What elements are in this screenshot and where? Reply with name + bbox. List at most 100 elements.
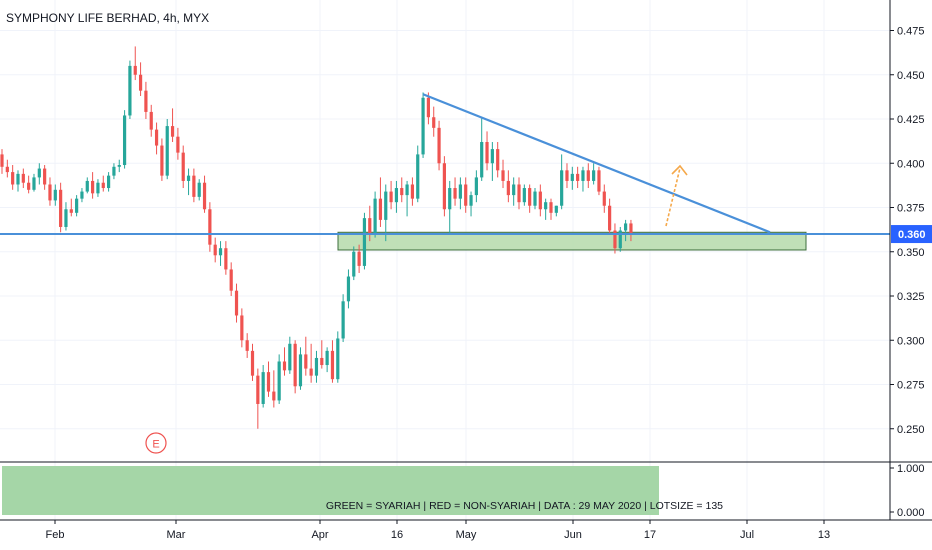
candle-body [128,65,132,116]
candle-body [570,173,574,181]
last-price-tag [891,225,932,244]
candle-body [69,209,73,213]
candle-body [474,177,478,196]
candle-body [122,115,127,166]
candle-body [448,188,452,210]
candle-body [59,189,63,227]
candle-body [80,191,84,199]
candle-body [480,142,484,178]
x-tick-label: 17 [644,529,656,541]
y-tick-label: 0.325 [897,291,925,303]
candle-body [490,149,494,164]
candle-body [592,170,596,181]
candle-body [208,209,212,245]
candle-body [506,180,510,196]
candle-body [288,343,292,371]
candle-body [144,90,148,112]
candle-body [165,126,169,176]
candle-body [277,361,281,401]
candle-body [336,338,340,380]
candle-body [517,184,521,203]
candle-body [149,111,153,130]
candle-body [96,182,100,194]
candle-body [298,354,303,387]
y-tick-label: 0.350 [897,247,925,259]
candle-body [394,188,399,203]
x-tick-label: May [456,529,477,541]
candle-body [389,191,393,203]
candle-body [37,168,41,178]
chart-title: SYMPHONY LIFE BERHAD, 4h, MYX [6,11,209,25]
y-tick-label: 0.475 [897,26,925,38]
candle-body [218,248,223,256]
candle-body [565,170,569,181]
candle-body [528,188,532,206]
x-tick-label: Mar [167,529,186,541]
candle-body [250,350,255,376]
candle-body [138,74,143,91]
candle-body [192,175,196,197]
y-tick-label: 0.275 [897,380,925,392]
candle-body [0,154,4,167]
candles [0,46,633,429]
candle-body [453,188,457,199]
candle-body [405,184,409,196]
candle-body [272,391,276,401]
candle-body [362,218,367,266]
candle-body [437,127,441,164]
candle-body [554,205,558,213]
candle-body [421,97,425,155]
candle-body [32,177,36,190]
candle-body [368,218,372,235]
candle-body [43,168,47,185]
x-tick-label: 16 [391,529,403,541]
candle-body [410,184,415,199]
candle-body [154,129,159,146]
candle-body [304,354,308,369]
candle-body [400,188,404,196]
candle-body [581,170,585,181]
candle-body [357,251,361,266]
candle-body [112,166,116,176]
candle-body [197,182,201,197]
grid [0,0,890,520]
candle-body [245,340,249,351]
candle-body [170,126,175,137]
candle-body [597,170,601,192]
candle-body [21,173,25,183]
candle-body [522,188,526,203]
indicator-tick-label: 0.000 [897,507,925,519]
y-tick-label: 0.450 [897,70,925,82]
trendline [422,93,771,234]
y-tick-label: 0.400 [897,158,925,170]
event-marker-label: E [152,439,159,451]
y-tick-label: 0.425 [897,114,925,126]
candle-body [320,357,324,366]
candle-body [224,248,228,270]
candle-body [186,175,191,181]
indicator-pane: GREEN = SYARIAH | RED = NON-SYARIAH | DA… [0,461,932,515]
x-tick-label: Jul [740,529,754,541]
candle-body [325,350,329,366]
y-tick-label: 0.375 [897,203,925,215]
candle-body [544,202,548,210]
y-tick-label: 0.300 [897,335,925,347]
projection-arrow-head [671,164,688,176]
candle-body [309,368,313,376]
candle-body [341,301,345,339]
candle-body [91,180,95,194]
candle-body [75,198,79,213]
candle-body [266,372,271,392]
candle-body [464,184,468,206]
candle-body [133,65,137,75]
candle-body [314,357,319,376]
candle-body [501,170,505,181]
candle-body [346,276,351,302]
candle-body [352,251,356,277]
candle-body [85,180,89,192]
y-tick-label: 0.250 [897,424,925,436]
candle-body [469,195,473,206]
candle-body [560,170,564,206]
candle-body [229,269,233,291]
